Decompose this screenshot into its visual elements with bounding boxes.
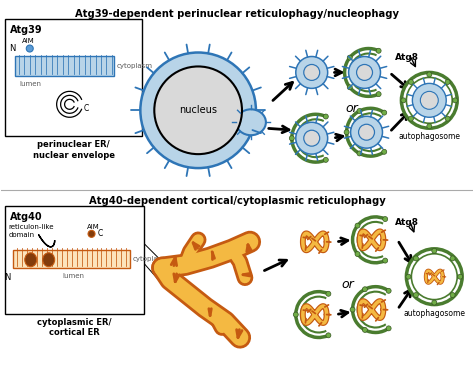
Circle shape (355, 252, 360, 257)
Circle shape (326, 333, 331, 338)
Circle shape (427, 72, 432, 77)
Circle shape (383, 217, 388, 222)
Circle shape (382, 110, 387, 115)
Circle shape (363, 327, 367, 332)
Circle shape (401, 73, 457, 128)
Circle shape (409, 80, 413, 85)
Text: domain: domain (9, 232, 35, 238)
Circle shape (323, 114, 328, 119)
Circle shape (289, 136, 294, 141)
Circle shape (458, 274, 463, 279)
Circle shape (356, 64, 373, 80)
Text: lumen: lumen (63, 273, 85, 279)
Circle shape (348, 56, 381, 88)
Text: C: C (98, 229, 103, 238)
Circle shape (406, 249, 462, 305)
Circle shape (293, 312, 298, 317)
Circle shape (344, 130, 349, 135)
Circle shape (304, 130, 319, 146)
Circle shape (406, 78, 452, 123)
Circle shape (409, 116, 413, 121)
Circle shape (445, 80, 450, 85)
Circle shape (411, 254, 457, 300)
Ellipse shape (43, 253, 55, 267)
Text: Atg40: Atg40 (10, 212, 43, 222)
Circle shape (26, 45, 33, 52)
Circle shape (412, 83, 446, 117)
Text: lumen: lumen (20, 81, 42, 87)
Text: C: C (83, 104, 89, 113)
Ellipse shape (236, 109, 266, 135)
Circle shape (155, 66, 242, 154)
Text: cytoplasm: cytoplasm (117, 63, 153, 69)
Circle shape (363, 287, 367, 292)
Circle shape (453, 98, 458, 103)
Circle shape (413, 256, 419, 261)
Text: AIM: AIM (22, 37, 35, 44)
Circle shape (401, 98, 406, 103)
Circle shape (386, 288, 391, 293)
Circle shape (420, 91, 438, 109)
Circle shape (406, 274, 411, 279)
Circle shape (376, 48, 381, 53)
Ellipse shape (25, 253, 36, 267)
Circle shape (445, 116, 450, 121)
Circle shape (357, 151, 362, 156)
FancyBboxPatch shape (5, 19, 142, 136)
Circle shape (450, 293, 455, 298)
Text: cytoplasmic ER/
cortical ER: cytoplasmic ER/ cortical ER (37, 318, 112, 337)
Text: autophagosome: autophagosome (403, 308, 465, 318)
Text: Atg8: Atg8 (395, 218, 419, 227)
Circle shape (347, 55, 352, 60)
Circle shape (351, 116, 383, 148)
Circle shape (357, 108, 362, 113)
Text: AIM: AIM (87, 224, 99, 230)
Circle shape (383, 258, 388, 263)
Text: nucleus: nucleus (179, 105, 217, 115)
Circle shape (326, 291, 331, 296)
Circle shape (140, 52, 256, 168)
Circle shape (355, 223, 360, 228)
Circle shape (323, 157, 328, 163)
Text: or: or (345, 102, 358, 115)
Text: Atg40-dependent cortical/cytoplasmic reticulophagy: Atg40-dependent cortical/cytoplasmic ret… (89, 196, 385, 206)
Text: perinuclear ER/
nuclear envelope: perinuclear ER/ nuclear envelope (33, 140, 115, 159)
Text: reticulon-like: reticulon-like (9, 224, 55, 230)
Text: N: N (4, 273, 11, 282)
Circle shape (350, 307, 355, 312)
Text: autophagosome: autophagosome (398, 132, 460, 141)
Circle shape (296, 122, 328, 154)
Circle shape (347, 85, 352, 90)
Text: cytoplasm: cytoplasm (132, 256, 168, 262)
FancyBboxPatch shape (5, 206, 145, 313)
Circle shape (413, 293, 419, 298)
Circle shape (296, 56, 328, 88)
Bar (13, 250, 130, 268)
Circle shape (376, 91, 381, 96)
Circle shape (304, 64, 319, 80)
Circle shape (88, 230, 95, 237)
Text: Atg39-dependent perinuclear reticulophagy/nucleophagy: Atg39-dependent perinuclear reticulophag… (75, 8, 399, 19)
Circle shape (432, 300, 437, 305)
Circle shape (382, 149, 387, 154)
Circle shape (450, 256, 455, 261)
Circle shape (432, 248, 437, 253)
Text: Atg8: Atg8 (395, 52, 419, 61)
Circle shape (358, 124, 374, 140)
Text: N: N (9, 44, 16, 53)
Circle shape (427, 124, 432, 129)
Circle shape (386, 326, 391, 331)
Text: Atg39: Atg39 (10, 25, 43, 35)
Bar (15, 56, 114, 76)
Text: or: or (341, 278, 354, 291)
